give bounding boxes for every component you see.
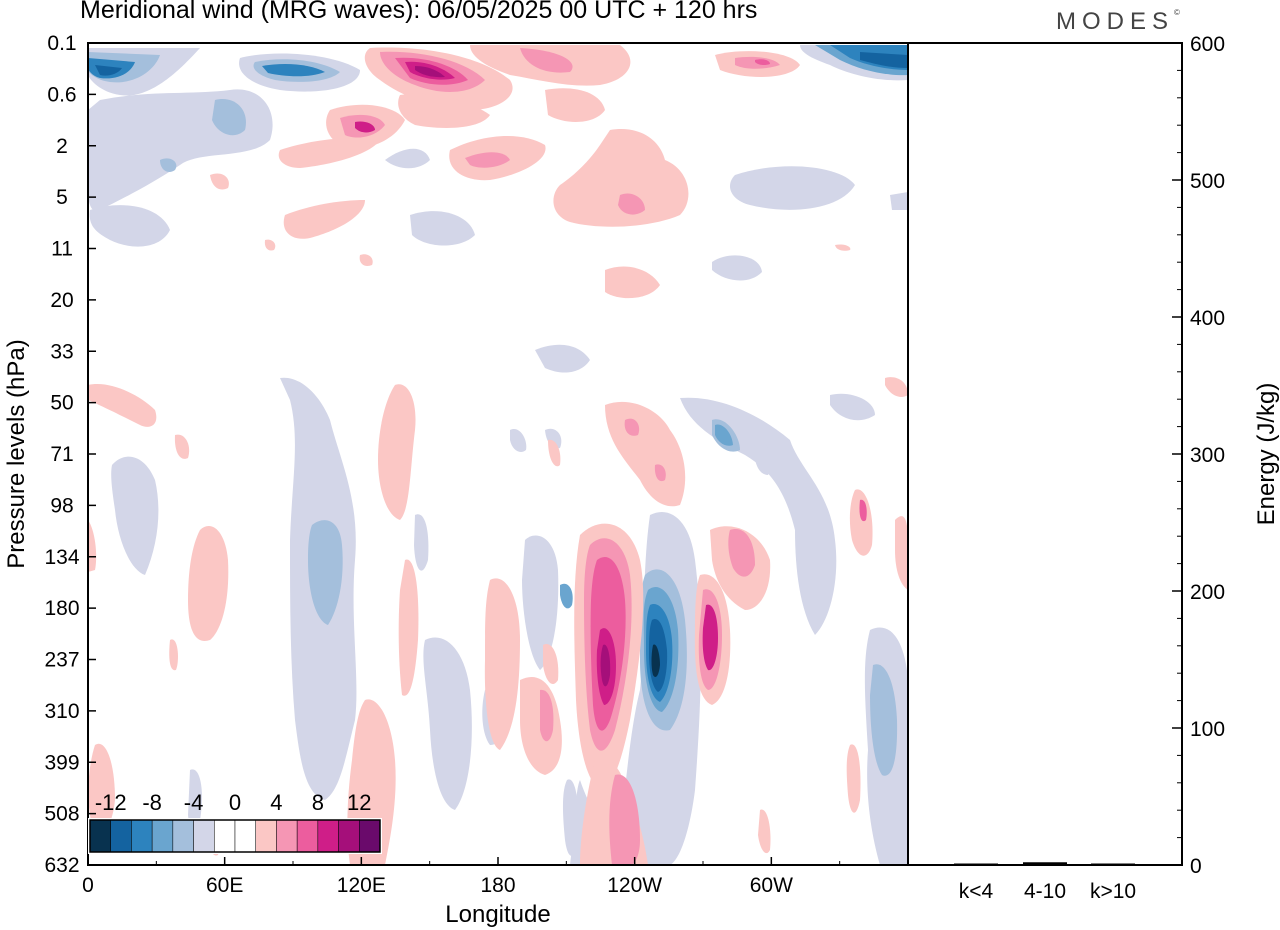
x-tick-label: 60W xyxy=(750,874,793,897)
y-tick-label: 11 xyxy=(51,238,73,261)
y-tick-label: 50 xyxy=(50,392,73,415)
energy-category-label: k<4 xyxy=(959,880,994,903)
colorbar-swatch xyxy=(255,819,277,853)
x-tick-label: 120W xyxy=(607,874,662,897)
y-tick-label: 399 xyxy=(44,751,79,774)
y-tick-label: 2 xyxy=(56,135,68,158)
y-tick-label: 310 xyxy=(44,700,79,723)
y-tick-label: 0.1 xyxy=(47,32,76,55)
colorbar-swatch xyxy=(214,819,236,853)
x-tick-label: 120E xyxy=(337,874,386,897)
energy-axis-title: Energy (J/kg) xyxy=(1253,383,1280,526)
colorbar-label: -12 xyxy=(95,790,127,815)
y-tick-label: 0.6 xyxy=(47,83,76,106)
colorbar-label: 8 xyxy=(312,790,324,815)
energy-bars xyxy=(954,862,1135,865)
y-tick-label: 180 xyxy=(44,597,79,620)
longitude-x-axis: 0 60E 120E 180 120W 60W xyxy=(82,857,841,897)
energy-y-tick-label: 100 xyxy=(1190,718,1225,741)
negative-anomalies xyxy=(88,45,908,865)
x-tick-label: 0 xyxy=(82,874,94,897)
energy-x-axis: k<4 4-10 k>10 xyxy=(959,880,1136,903)
y-tick-label: 632 xyxy=(44,854,79,877)
y-tick-label: 71 xyxy=(50,443,73,466)
colorbar-label: -4 xyxy=(184,790,204,815)
pressure-y-axis: 0.1 0.6 2 5 11 20 33 50 71 98 134 180 237 310 399 508 63… xyxy=(44,32,96,877)
energy-bar xyxy=(1023,862,1067,865)
colorbar-swatch xyxy=(110,819,132,853)
contour-plot xyxy=(87,42,909,866)
energy-bar-panel: 0 100 200 300 400 500 600 k<4 4-10 k>10 Energy (… xyxy=(907,33,1280,903)
y-tick-label: 33 xyxy=(50,340,73,363)
colorbar-swatch xyxy=(151,819,174,853)
energy-y-tick-label: 600 xyxy=(1190,33,1225,56)
energy-y-tick-label: 200 xyxy=(1190,581,1225,604)
colorbar-swatch xyxy=(89,819,111,853)
energy-y-tick-label: 500 xyxy=(1190,170,1225,193)
energy-y-tick-label: 0 xyxy=(1190,855,1202,878)
colorbar-swatch xyxy=(131,819,153,853)
colorbar-label: 4 xyxy=(270,790,282,815)
y-tick-label: 98 xyxy=(50,494,73,517)
x-tick-label: 60E xyxy=(206,874,243,897)
colorbar-swatch xyxy=(276,819,298,853)
colorbar: -12 -8 -4 0 4 8 12 xyxy=(88,790,382,854)
colorbar-swatch xyxy=(317,819,339,853)
y-tick-label: 5 xyxy=(56,186,68,209)
colorbar-label: 0 xyxy=(229,790,241,815)
energy-category-label: k>10 xyxy=(1090,880,1136,903)
x-axis-title: Longitude xyxy=(445,901,550,928)
y-axis-title: Pressure levels (hPa) xyxy=(3,339,30,568)
y-tick-label: 134 xyxy=(44,546,79,569)
colorbar-frame xyxy=(89,819,381,853)
y-tick-label: 508 xyxy=(44,803,79,826)
colorbar-swatch xyxy=(234,819,256,853)
colorbar-swatch xyxy=(193,819,215,853)
y-tick-label: 237 xyxy=(44,649,79,672)
colorbar-label: 12 xyxy=(347,790,371,815)
colorbar-swatch xyxy=(338,819,360,853)
colorbar-swatch xyxy=(359,819,381,853)
energy-bar xyxy=(954,863,998,865)
colorbar-swatch xyxy=(172,819,194,853)
energy-bar xyxy=(1091,863,1135,865)
energy-panel-frame xyxy=(907,42,1183,866)
colorbar-swatch xyxy=(296,819,319,853)
energy-y-tick-label: 300 xyxy=(1190,444,1225,467)
chart-title: Meridional wind (MRG waves): 06/05/2025 … xyxy=(80,0,758,24)
y-tick-label: 20 xyxy=(50,289,73,312)
energy-y-axis: 0 100 200 300 400 500 600 xyxy=(1172,33,1225,878)
energy-category-label: 4-10 xyxy=(1024,880,1066,903)
x-tick-label: 180 xyxy=(480,874,515,897)
colorbar-label: -8 xyxy=(142,790,162,815)
modes-logo: MODES© xyxy=(1056,8,1180,35)
energy-y-tick-label: 400 xyxy=(1190,307,1225,330)
